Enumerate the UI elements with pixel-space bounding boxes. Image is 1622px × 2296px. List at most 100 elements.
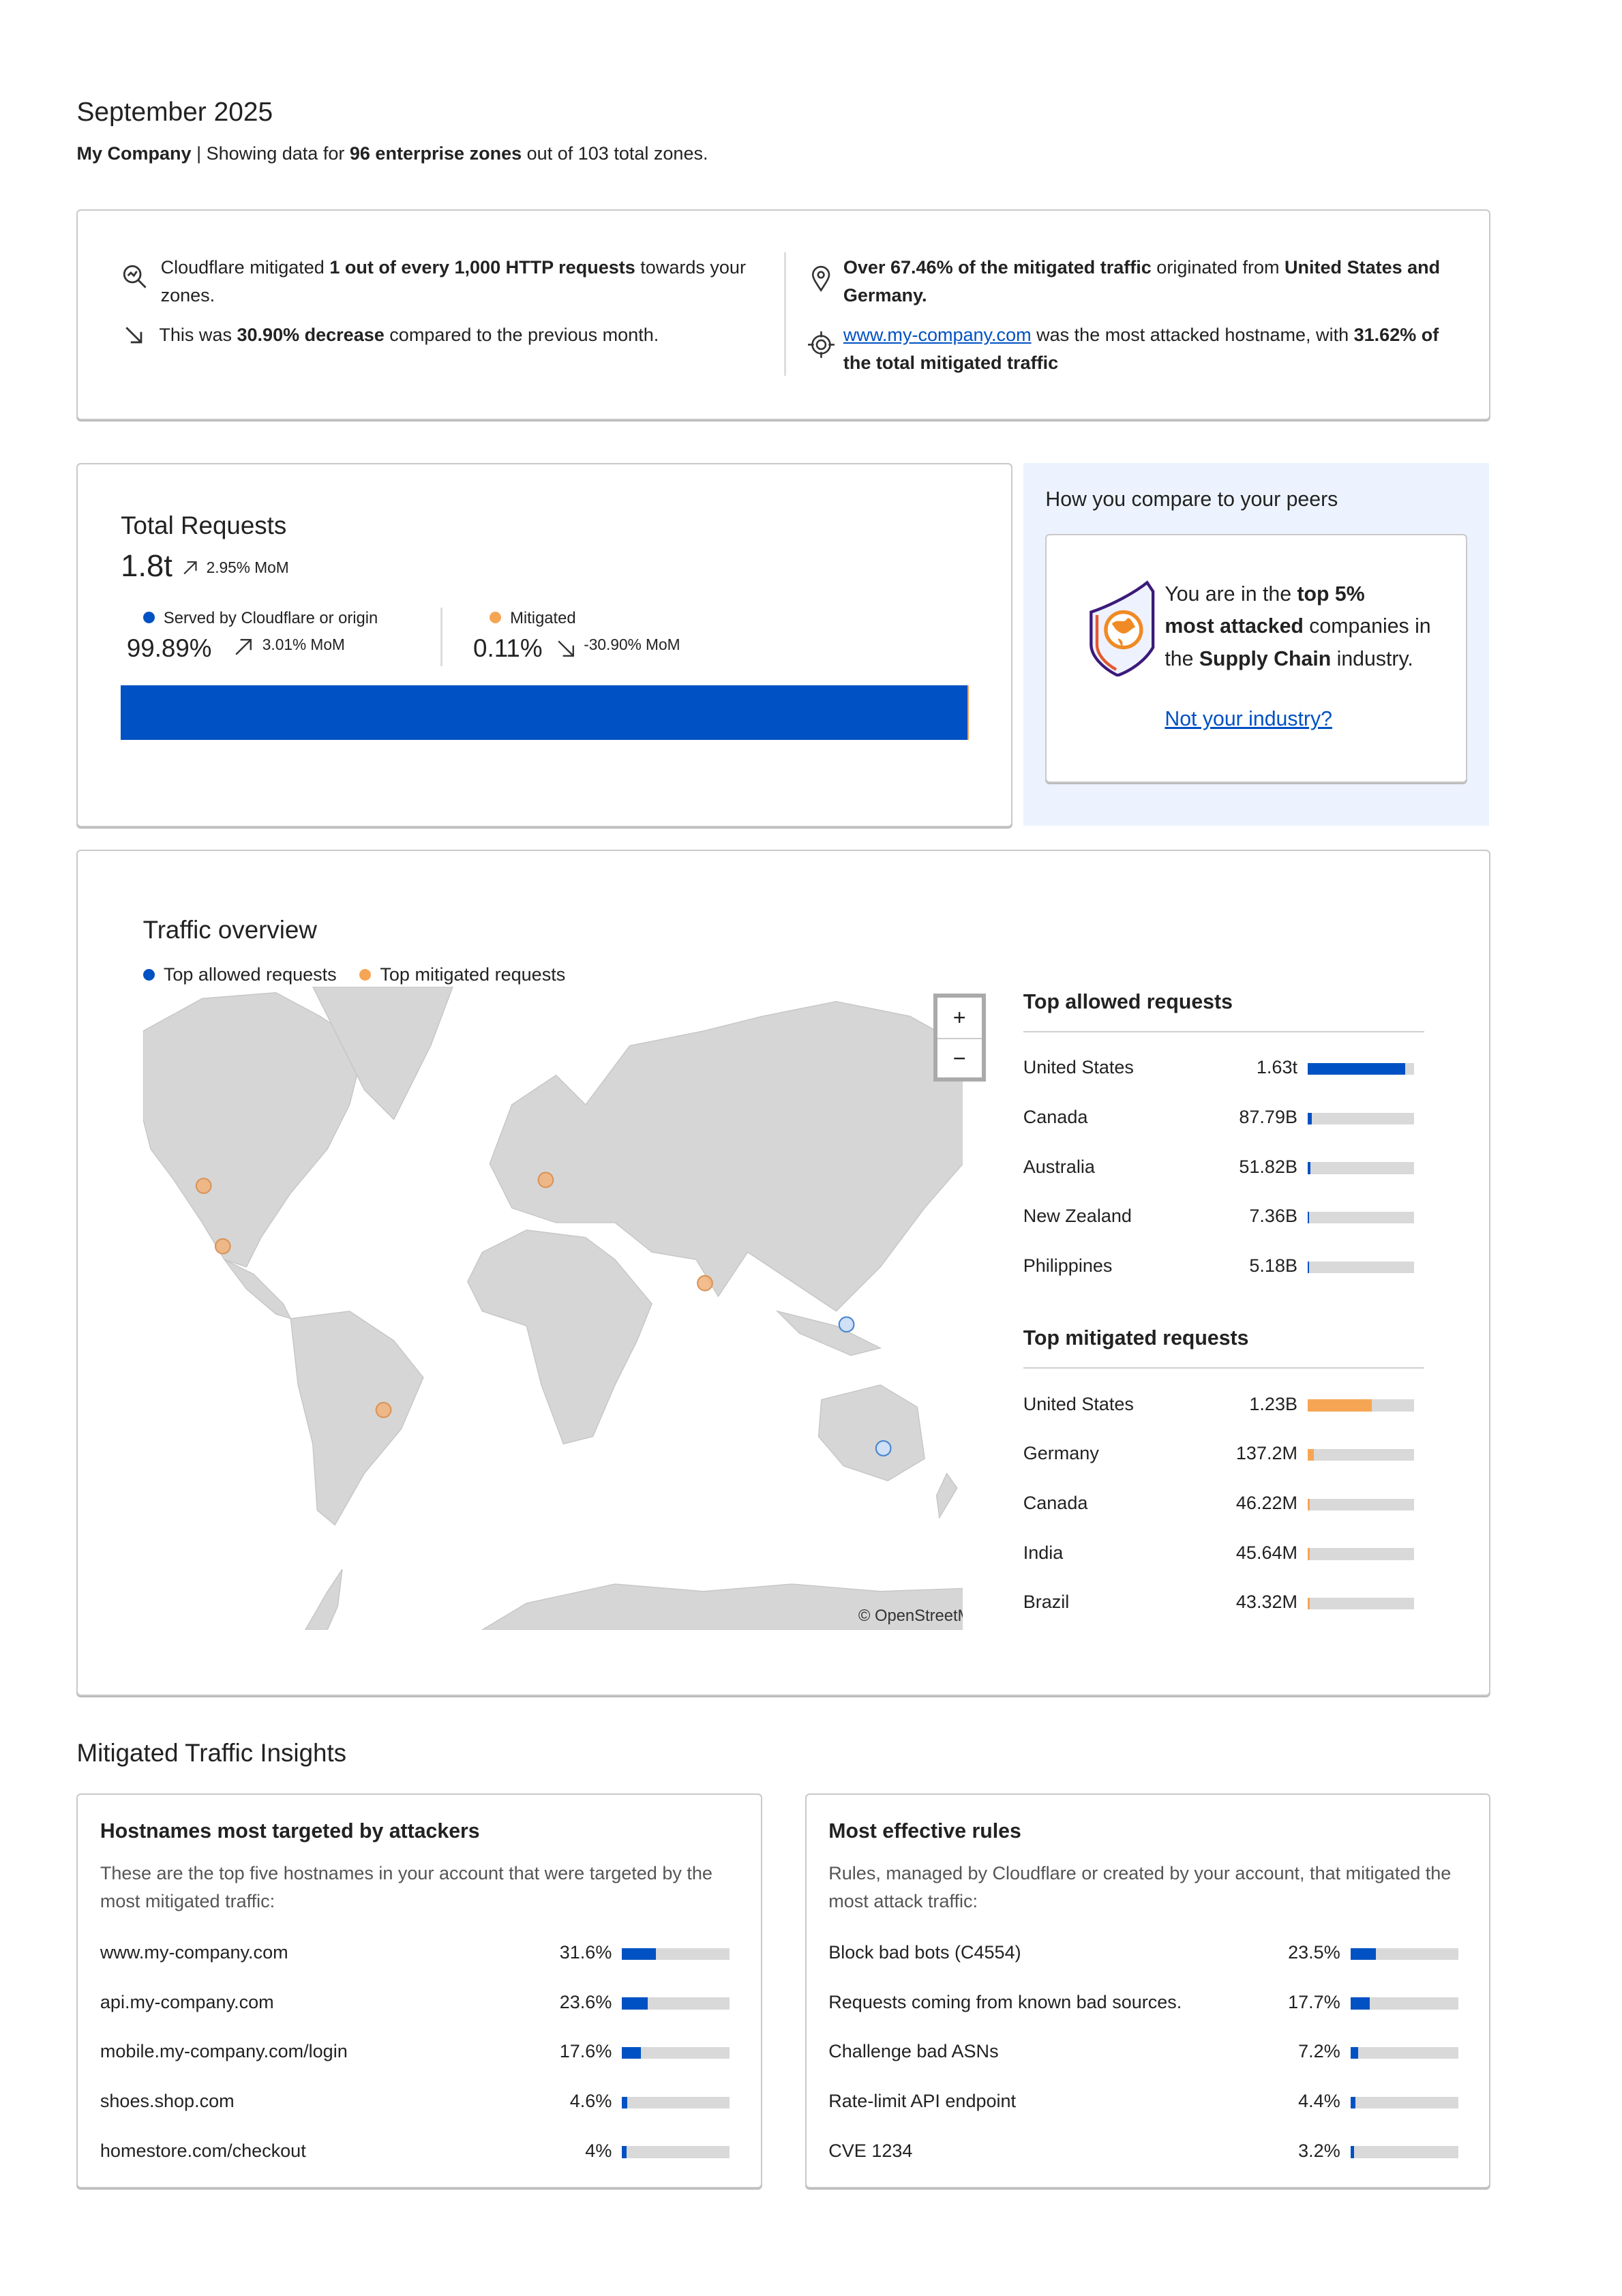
traffic-overview-card: Traffic overview Top allowed requests To… bbox=[76, 849, 1491, 1696]
peers-card: You are in the top 5% most attacked compa… bbox=[1045, 533, 1467, 784]
allowed-row-bar bbox=[1308, 1112, 1414, 1125]
hostname-row-value: 23.6% bbox=[559, 1991, 612, 2012]
total-requests-title: Total Requests bbox=[121, 511, 287, 540]
mitigated-row-bar bbox=[1308, 1597, 1414, 1610]
allowed-row-value: 7.36B bbox=[1249, 1206, 1297, 1227]
antarctic-peninsula bbox=[304, 1568, 343, 1630]
rule-row-bar-fill bbox=[1350, 1948, 1376, 1960]
hostnames-desc: These are the top five hostnames in your… bbox=[100, 1862, 712, 1912]
zoom-in-button[interactable]: + bbox=[937, 998, 982, 1039]
total-mom: 2.95% MoM bbox=[206, 558, 289, 577]
new-zealand bbox=[935, 1472, 958, 1519]
mitigated-row-value: 46.22M bbox=[1235, 1492, 1297, 1513]
allowed-row-label: United States bbox=[1023, 1057, 1134, 1078]
hostnames-card: Hostnames most targeted by attackers The… bbox=[76, 1793, 762, 2189]
allowed-row-bar bbox=[1308, 1162, 1414, 1174]
divider bbox=[784, 252, 786, 376]
not-your-industry-link[interactable]: Not your industry? bbox=[1165, 707, 1332, 730]
shield-globe-icon bbox=[1090, 580, 1155, 677]
peers-title: How you compare to your peers bbox=[1045, 488, 1338, 511]
allowed-row-bar-fill bbox=[1308, 1162, 1311, 1174]
mitigated-marker[interactable] bbox=[195, 1177, 212, 1194]
allowed-row-label: Australia bbox=[1023, 1156, 1095, 1177]
mitigated-dot bbox=[359, 968, 372, 981]
mitigated-row-value: 45.64M bbox=[1235, 1542, 1297, 1563]
divider bbox=[440, 607, 442, 667]
traffic-title: Traffic overview bbox=[142, 915, 317, 944]
south-america bbox=[290, 1310, 424, 1526]
mom-change-text: This was 30.90% decrease compared to the… bbox=[159, 325, 659, 346]
allowed-row-value: 51.82B bbox=[1239, 1156, 1297, 1177]
page-title: September 2025 bbox=[76, 97, 273, 127]
mitigated-row-label: Canada bbox=[1023, 1492, 1088, 1513]
mitigated-row-bar-fill bbox=[1308, 1448, 1315, 1461]
mitigated-marker[interactable] bbox=[214, 1238, 231, 1255]
allowed-list-title: Top allowed requests bbox=[1023, 991, 1233, 1014]
hostname-link[interactable]: www.my-company.com bbox=[843, 325, 1032, 346]
greenland bbox=[312, 986, 453, 1120]
allowed-row-label: New Zealand bbox=[1023, 1206, 1132, 1227]
rules-title: Most effective rules bbox=[828, 1819, 1021, 1843]
served-mom: 3.01% MoM bbox=[262, 635, 345, 653]
mitigated-marker[interactable] bbox=[696, 1274, 713, 1292]
hostname-row-bar bbox=[622, 2047, 730, 2059]
se-asia-islands bbox=[775, 1310, 882, 1356]
hostname-row-value: 17.6% bbox=[559, 2041, 612, 2062]
allowed-marker[interactable] bbox=[838, 1316, 855, 1332]
eurasia bbox=[489, 1000, 963, 1312]
map-legend: Top allowed requests Top mitigated reque… bbox=[142, 964, 565, 985]
allowed-row-bar bbox=[1308, 1261, 1414, 1274]
origin-text: Over 67.46% of the mitigated traffic ori… bbox=[843, 256, 1441, 305]
hostname-row-value: 4% bbox=[585, 2140, 612, 2161]
allowed-row-label: Canada bbox=[1023, 1107, 1088, 1128]
mitigated-mom: -30.90% MoM bbox=[584, 635, 680, 653]
allowed-marker[interactable] bbox=[875, 1440, 892, 1457]
hostname-row-bar-fill bbox=[622, 2096, 627, 2109]
world-map[interactable]: © OpenStreetMap bbox=[142, 986, 963, 1630]
africa bbox=[466, 1229, 652, 1444]
mitigated-list-title: Top mitigated requests bbox=[1023, 1327, 1249, 1350]
rule-row-label: Requests coming from known bad sources. bbox=[828, 1991, 1182, 2012]
hostname-row-label: api.my-company.com bbox=[100, 1991, 274, 2012]
page-subtitle: My Company | Showing data for 96 enterpr… bbox=[76, 143, 708, 164]
zoom-out-button[interactable]: − bbox=[952, 1045, 966, 1071]
hostname-row-label: shoes.shop.com bbox=[100, 2091, 235, 2112]
mitigated-row-bar bbox=[1308, 1498, 1414, 1510]
summary-card: Cloudflare mitigated 1 out of every 1,00… bbox=[76, 209, 1491, 421]
served-dot bbox=[142, 611, 155, 624]
allowed-row-value: 1.63t bbox=[1256, 1057, 1297, 1078]
mitigated-row-bar-fill bbox=[1308, 1498, 1310, 1510]
rule-row-bar bbox=[1350, 2096, 1458, 2109]
hostnames-title: Hostnames most targeted by attackers bbox=[100, 1819, 480, 1843]
rule-row-bar-fill bbox=[1350, 2047, 1359, 2059]
served-segment bbox=[121, 685, 967, 741]
hostname-row-label: homestore.com/checkout bbox=[100, 2140, 306, 2161]
mitigated-row-label: India bbox=[1023, 1542, 1064, 1563]
mitigated-row-bar-fill bbox=[1308, 1548, 1310, 1560]
rule-row-bar-fill bbox=[1350, 2096, 1355, 2109]
map-attribution: © OpenStreetMap bbox=[858, 1607, 963, 1625]
legend-served: Served by Cloudflare or origin bbox=[142, 609, 378, 628]
hostname-row-bar bbox=[622, 2146, 730, 2158]
allowed-row-bar-fill bbox=[1308, 1212, 1309, 1224]
australia bbox=[817, 1384, 925, 1481]
hostname-row-bar-fill bbox=[622, 1997, 648, 2010]
rule-row-value: 4.4% bbox=[1298, 2091, 1340, 2112]
mitigated-segment bbox=[967, 685, 969, 741]
allowed-row-value: 5.18B bbox=[1249, 1255, 1297, 1277]
mitigated-row-bar-fill bbox=[1308, 1597, 1310, 1610]
hostname-row-bar bbox=[622, 1948, 730, 1960]
rule-row-value: 7.2% bbox=[1298, 2041, 1340, 2062]
rule-row-label: CVE 1234 bbox=[828, 2140, 913, 2161]
requests-stacked-bar bbox=[121, 685, 969, 741]
mitigated-value: 0.11% bbox=[473, 633, 543, 662]
rules-desc: Rules, managed by Cloudflare or created … bbox=[828, 1862, 1452, 1912]
mitigated-row-label: United States bbox=[1023, 1393, 1134, 1414]
allowed-row-label: Philippines bbox=[1023, 1255, 1113, 1277]
legend-mitigated: Mitigated bbox=[489, 609, 576, 628]
mitigated-marker[interactable] bbox=[537, 1172, 554, 1188]
allowed-row-bar bbox=[1308, 1063, 1414, 1075]
rule-row-bar bbox=[1350, 2146, 1458, 2158]
rule-row-bar-fill bbox=[1350, 1997, 1370, 2010]
mitigated-marker[interactable] bbox=[375, 1401, 392, 1418]
